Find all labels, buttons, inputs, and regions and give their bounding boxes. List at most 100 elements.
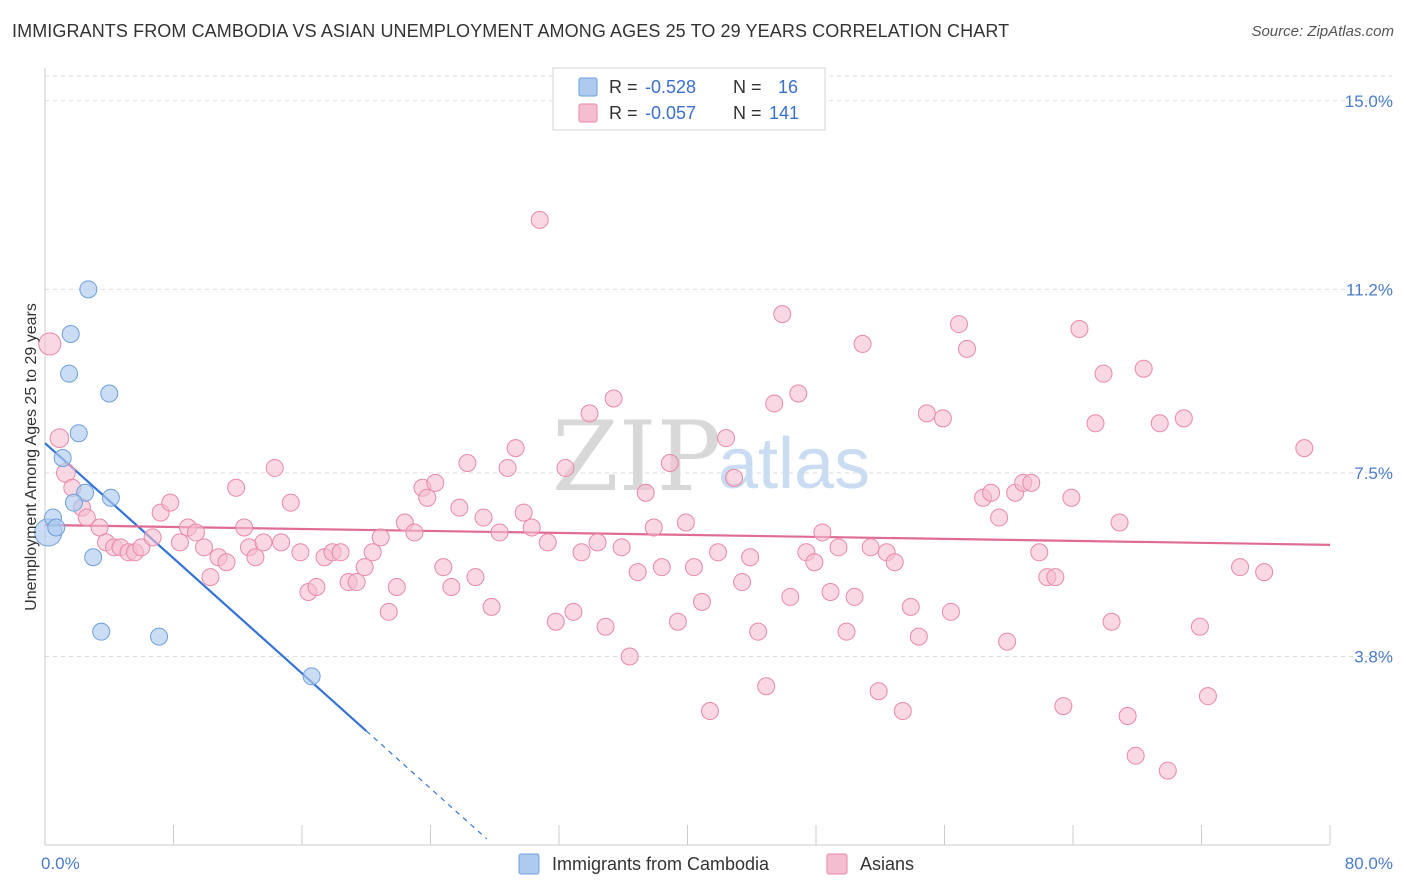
asians-point-1 <box>49 428 70 449</box>
asians-point-45 <box>405 523 424 542</box>
asians-point-41 <box>371 528 390 547</box>
tick-labels: 3.8% 7.5% 11.2% 15.0% 0.0% 80.0% <box>41 92 1393 873</box>
asians-point-101 <box>853 334 872 353</box>
asians-point-60 <box>522 518 541 537</box>
asians-point-99 <box>837 622 856 641</box>
chart-source: Source: ZipAtlas.com <box>1251 23 1394 40</box>
asians-point-83 <box>709 543 728 562</box>
legend-r-value-asians: -0.057 <box>645 103 696 123</box>
asians-point-53 <box>466 568 485 587</box>
asians-point-108 <box>909 627 928 646</box>
asians-point-69 <box>596 617 615 636</box>
legend-n-value-asians: 141 <box>769 103 799 123</box>
asians-point-110 <box>933 409 952 428</box>
asians-point-126 <box>1070 320 1089 339</box>
asians-point-18 <box>186 523 205 542</box>
asians-point-13 <box>143 528 162 547</box>
asians-point-36 <box>331 543 350 562</box>
asians-point-82 <box>700 702 719 721</box>
asians-point-56 <box>490 523 509 542</box>
asians-point-139 <box>1231 558 1250 577</box>
cambodia-point-15 <box>302 667 321 686</box>
asians-point-62 <box>538 533 557 552</box>
asians-point-16 <box>170 533 189 552</box>
asians-point-73 <box>628 563 647 582</box>
asians-point-74 <box>636 483 655 502</box>
asians-point-15 <box>161 493 180 512</box>
cambodia-point-5 <box>60 364 79 383</box>
asians-point-88 <box>749 622 768 641</box>
series-label-cambodia: Immigrants from Cambodia <box>552 854 770 874</box>
asians-point-72 <box>620 647 639 666</box>
asians-point-76 <box>652 558 671 577</box>
asians-point-23 <box>227 478 246 497</box>
y-tick-label-1: 7.5% <box>1354 464 1393 483</box>
cambodia-point-11 <box>64 493 83 512</box>
asians-point-57 <box>498 458 517 477</box>
series-swatch-asians <box>826 853 848 875</box>
asians-point-135 <box>1158 761 1177 780</box>
legend-n-value-cambodia: 16 <box>778 77 798 97</box>
asians-point-5 <box>77 508 96 527</box>
asians-point-6 <box>90 518 109 537</box>
asians-points <box>38 210 1314 780</box>
legend-r-value-cambodia: -0.528 <box>645 77 696 97</box>
asians-point-103 <box>869 682 888 701</box>
asians-point-128 <box>1094 364 1113 383</box>
asians-point-81 <box>692 592 711 611</box>
legend-swatch-asians <box>578 103 598 123</box>
asians-point-26 <box>246 548 265 567</box>
asians-point-84 <box>717 429 736 448</box>
cambodia-point-6 <box>100 384 119 403</box>
asians-point-85 <box>725 468 744 487</box>
cambodia-points <box>34 280 321 686</box>
asians-point-49 <box>434 558 453 577</box>
asians-point-116 <box>990 508 1009 527</box>
asians-point-78 <box>668 612 687 631</box>
asians-point-111 <box>941 602 960 621</box>
asians-point-140 <box>1255 563 1274 582</box>
asians-point-117 <box>998 632 1017 651</box>
asians-point-70 <box>604 389 623 408</box>
asians-point-42 <box>379 602 398 621</box>
asians-point-24 <box>235 518 254 537</box>
asians-point-20 <box>201 568 220 587</box>
asians-point-39 <box>355 558 374 577</box>
asians-point-71 <box>612 538 631 557</box>
asians-point-29 <box>272 533 291 552</box>
legend-r-label-cambodia: R = <box>609 77 638 97</box>
asians-point-136 <box>1174 409 1193 428</box>
asians-point-61 <box>530 210 549 229</box>
x-tick-label-0: 0.0% <box>41 854 80 873</box>
watermark-zip: ZIP <box>552 401 721 513</box>
asians-point-65 <box>564 602 583 621</box>
legend-n-label-asians: N = <box>733 103 762 123</box>
asians-point-130 <box>1110 513 1129 532</box>
asians-point-66 <box>572 543 591 562</box>
legend-n-label-cambodia: N = <box>733 77 762 97</box>
asians-point-79 <box>676 513 695 532</box>
asians-point-63 <box>546 612 565 631</box>
asians-point-95 <box>805 553 824 572</box>
asians-point-138 <box>1198 687 1217 706</box>
asians-point-12 <box>132 538 151 557</box>
cambodia-point-3 <box>79 280 98 299</box>
asians-point-22 <box>217 553 236 572</box>
asians-point-137 <box>1190 617 1209 636</box>
cambodia-point-9 <box>76 483 95 502</box>
series-swatch-cambodia <box>518 853 540 875</box>
watermark-atlas: atlas <box>718 424 870 504</box>
asians-point-141 <box>1295 439 1314 458</box>
asians-point-77 <box>660 453 679 472</box>
asians-point-43 <box>387 578 406 597</box>
y-tick-label-3: 15.0% <box>1345 92 1393 111</box>
asians-point-115 <box>982 483 1001 502</box>
axes <box>44 68 1331 846</box>
asians-point-64 <box>556 458 575 477</box>
asians-point-93 <box>789 384 808 403</box>
asians-point-113 <box>957 339 976 358</box>
asians-point-112 <box>949 315 968 334</box>
asians-point-123 <box>1046 568 1065 587</box>
asians-point-86 <box>733 573 752 592</box>
